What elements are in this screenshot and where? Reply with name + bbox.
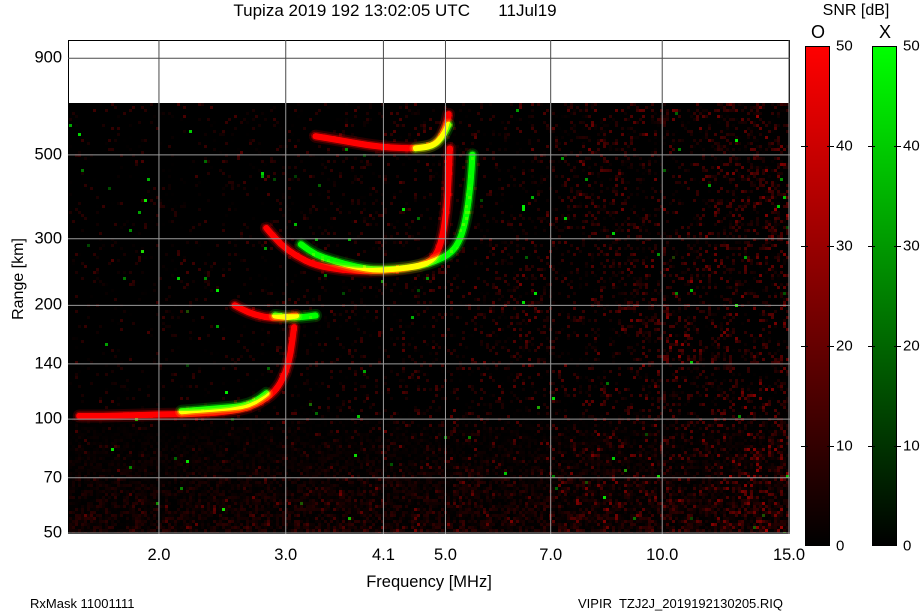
- source-file-label: VIPIR TZJ2J_2019192130205.RIQ: [578, 596, 783, 611]
- colorbar-tick-mark: [801, 446, 808, 447]
- colorbar-tick-mark: [868, 446, 875, 447]
- colorbar-tick-mark: [894, 146, 901, 147]
- x-tick-label: 7.0: [539, 546, 563, 564]
- y-tick-label: 50: [43, 523, 62, 542]
- y-tick-label: 900: [34, 48, 62, 67]
- colorbar-tick-mark: [827, 246, 834, 247]
- colorbar-tick-mark: [868, 246, 875, 247]
- y-axis-ticks: 900 500 300 200 140 100 70 50: [0, 40, 62, 542]
- x-tick-label: 2.0: [147, 546, 171, 564]
- colorbar-tick-mark: [827, 446, 834, 447]
- rxmask-label: RxMask 11001111: [30, 596, 135, 611]
- plot-gridlines: [68, 40, 790, 534]
- x-tick-label: 10.0: [646, 546, 679, 564]
- x-tick-label: 5.0: [434, 546, 457, 564]
- y-tick-label: 70: [43, 468, 62, 487]
- colorbar-tick-mark: [894, 246, 901, 247]
- y-axis-label: Range [km]: [10, 238, 27, 320]
- colorbar-tick-label: 20: [836, 337, 853, 355]
- colorbar-tick-label: 10: [903, 437, 920, 455]
- colorbar-tick-mark: [801, 246, 808, 247]
- y-tick-label: 100: [34, 409, 62, 428]
- colorbar-o-gradient: [805, 46, 830, 546]
- colorbar-tick-label: 50: [903, 37, 920, 55]
- colorbar-o-letter: O: [810, 22, 825, 42]
- colorbar-tick-mark: [868, 146, 875, 147]
- x-tick-label: 15.0: [772, 546, 806, 564]
- colorbar-tick-mark: [868, 346, 875, 347]
- x-tick-label: 3.0: [274, 546, 298, 564]
- colorbar-tick-mark: [827, 346, 834, 347]
- colorbar-tick-label: 20: [903, 337, 920, 355]
- colorbar-tick-label: 40: [836, 137, 853, 155]
- ionogram-image: [69, 103, 789, 533]
- colorbar-tick-label: 0: [903, 537, 912, 555]
- colorbar-tick-label: 30: [903, 237, 920, 255]
- colorbar-tick-mark: [801, 146, 808, 147]
- y-tick-label: 140: [34, 354, 62, 373]
- colorbar-tick-label: 0: [836, 537, 845, 555]
- colorbar-tick-label: 10: [836, 437, 853, 455]
- colorbar-tick-label: 30: [836, 237, 853, 255]
- page-title: Tupiza 2019 192 13:02:05 UTC 11Jul19: [233, 1, 557, 20]
- colorbar-tick-mark: [894, 446, 901, 447]
- colorbar-tick-mark: [827, 146, 834, 147]
- y-tick-label: 300: [34, 229, 62, 248]
- colorbar-tick-label: 40: [903, 137, 920, 155]
- y-tick-label: 200: [34, 295, 62, 314]
- colorbar-x-letter: X: [878, 22, 891, 42]
- x-axis-label: Frequency [MHz]: [366, 573, 492, 591]
- colorbar-tick-mark: [801, 346, 808, 347]
- colorbar-heading: SNR [dB]: [822, 2, 890, 19]
- y-tick-label: 500: [34, 145, 62, 164]
- x-tick-label: 4.1: [371, 546, 395, 564]
- colorbar-x-gradient: [872, 46, 897, 546]
- colorbar-tick-label: 50: [836, 37, 853, 55]
- colorbar-tick-mark: [894, 346, 901, 347]
